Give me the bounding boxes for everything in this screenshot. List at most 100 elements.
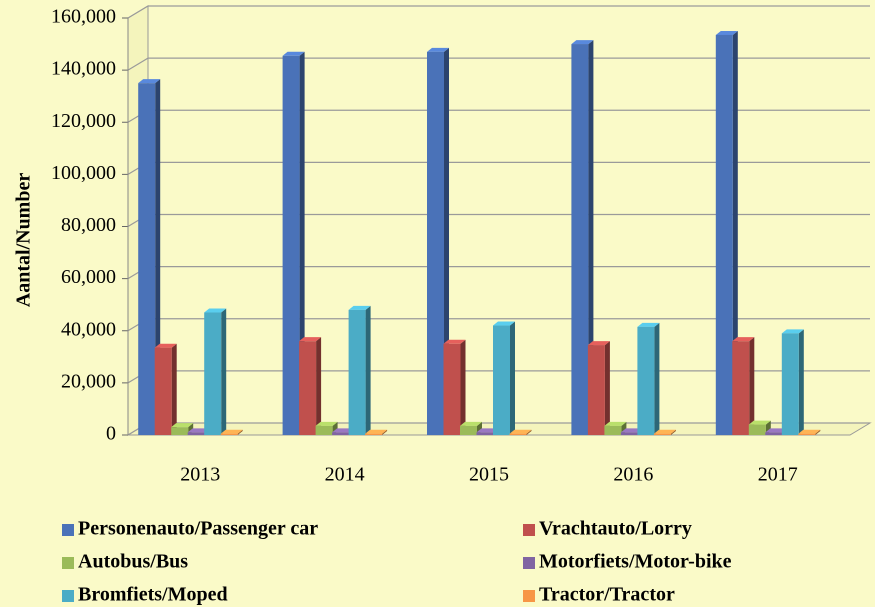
bar [427,51,444,435]
y-tick-label: 160,000 [51,6,116,28]
x-tick-label: 2015 [469,464,509,486]
y-tick-label: 20,000 [61,370,116,392]
grid-line [127,5,870,19]
bar-side [510,321,515,435]
bar-side [588,40,594,435]
bar-top [653,429,676,434]
legend-swatch [523,557,535,569]
bar-top [460,421,482,426]
bar [587,345,605,435]
bar [509,433,527,435]
bar-side [798,329,804,435]
y-tick-label: 120,000 [51,110,116,132]
bar-top [443,339,466,344]
x-tick-label: 2013 [180,464,220,486]
bar-top [798,429,821,434]
bar [154,347,172,435]
bar-side [382,429,388,435]
y-tick-label: 80,000 [61,214,116,236]
legend-swatch [523,590,535,602]
bar-top [299,337,322,342]
bar [138,83,156,435]
bar-top [348,305,371,310]
legend-swatch [523,524,535,536]
bar-top [732,337,755,342]
legend-label: Bromfiets/Moped [78,584,228,606]
bar-top [427,47,449,52]
bar [282,55,300,436]
bar-top [509,429,532,434]
bar-top [604,421,627,426]
bar-side [654,322,660,435]
bar [604,425,622,435]
grid-line [127,161,870,175]
bar-top [171,423,194,428]
bar-top [154,343,177,348]
y-tick-label: 140,000 [51,58,116,80]
y-axis-label: Aantal/Number [13,173,35,308]
bar [460,425,477,435]
bar-top [781,329,804,334]
bar-top [138,79,161,84]
grid-line [127,213,870,228]
bar-top [587,341,610,346]
bar-side [749,337,755,435]
x-tick-label: 2016 [613,464,653,486]
bar [653,433,671,435]
bar [637,326,655,435]
legend-label: Tractor/Tractor [539,584,675,606]
bar [571,44,589,435]
y-tick-label: 40,000 [61,318,116,340]
legend-swatch [62,524,74,536]
bar-top [637,322,660,327]
bar-top [571,40,594,45]
bar [493,325,510,435]
bar-top [315,421,338,426]
bar-side [670,429,676,435]
y-tick-label: 0 [106,423,116,445]
bar-side [444,47,449,435]
bar-side [526,429,532,435]
bar [332,432,350,435]
grid-line [127,57,870,71]
bar [220,433,238,435]
bar [443,343,461,435]
bar [715,34,733,436]
bar-side [604,341,610,435]
bar [204,312,222,435]
bar-top [365,429,388,434]
legend-label: Motorfiets/Motor-bike [539,551,732,573]
legend-label: Autobus/Bus [78,551,188,573]
bar [732,341,750,435]
legend-swatch [62,557,74,569]
y-tick-label: 60,000 [61,266,116,288]
grid-line [127,266,870,280]
bar-top [204,308,227,313]
bar-top [493,321,515,326]
bar-side [732,30,738,436]
bar [365,433,383,435]
bar-top [220,429,243,434]
bar-top [715,30,738,35]
bar [315,425,333,435]
legend-label: Personenauto/Passenger car [78,518,318,540]
bar [620,432,638,435]
bar-side [221,308,227,435]
bar [171,427,189,435]
x-tick-label: 2014 [325,464,365,486]
bar-top [282,51,305,56]
grid-line [127,109,870,123]
bar [748,424,766,435]
x-tick-label: 2017 [758,464,798,486]
bar [781,333,799,435]
bar-side [316,337,322,435]
bar [348,309,366,435]
bar [476,432,494,435]
bar-side [365,305,371,435]
bar [187,432,205,435]
y-tick-label: 100,000 [51,162,116,184]
bar-side [171,343,177,435]
bar-top [748,420,771,425]
legend-label: Vrachtauto/Lorry [539,518,692,540]
